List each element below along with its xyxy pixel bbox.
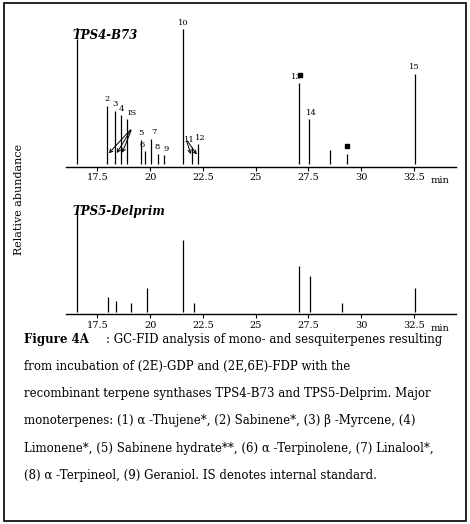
Text: 6: 6 xyxy=(140,140,145,148)
Text: IS: IS xyxy=(127,108,136,117)
Text: 15: 15 xyxy=(409,63,420,71)
Text: 5: 5 xyxy=(138,129,143,137)
Text: recombinant terpene synthases TPS4-B73 and TPS5-Delprim. Major: recombinant terpene synthases TPS4-B73 a… xyxy=(24,387,430,400)
Text: Relative abundance: Relative abundance xyxy=(14,144,24,255)
Text: from incubation of (2E)-GDP and (2E,6E)-FDP with the: from incubation of (2E)-GDP and (2E,6E)-… xyxy=(24,360,350,373)
Text: min: min xyxy=(431,176,450,185)
Text: monoterpenes: (1) α -Thujene*, (2) Sabinene*, (3) β -Myrcene, (4): monoterpenes: (1) α -Thujene*, (2) Sabin… xyxy=(24,414,415,428)
Text: (8) α -Terpineol, (9) Geraniol. IS denotes internal standard.: (8) α -Terpineol, (9) Geraniol. IS denot… xyxy=(24,469,376,482)
Text: 12: 12 xyxy=(196,134,206,141)
Text: 14: 14 xyxy=(306,108,317,117)
Text: TPS4-B73: TPS4-B73 xyxy=(72,29,137,42)
Text: 8: 8 xyxy=(155,143,160,151)
Text: 7: 7 xyxy=(151,128,157,136)
Text: 1: 1 xyxy=(75,28,80,36)
Text: 2: 2 xyxy=(104,95,110,103)
Text: 11: 11 xyxy=(184,136,195,144)
Text: 10: 10 xyxy=(178,19,188,27)
Text: 4: 4 xyxy=(118,104,124,113)
Text: TPS5-Delprim: TPS5-Delprim xyxy=(72,205,165,217)
Text: : GC-FID analysis of mono- and sesquiterpenes resulting: : GC-FID analysis of mono- and sesquiter… xyxy=(106,333,442,346)
Text: min: min xyxy=(431,324,450,333)
Text: Figure 4A: Figure 4A xyxy=(24,333,88,346)
Text: 3: 3 xyxy=(113,101,118,108)
Text: 9: 9 xyxy=(164,145,169,152)
Text: 13: 13 xyxy=(291,73,302,81)
Text: Limonene*, (5) Sabinene hydrate**, (6) α -Terpinolene, (7) Linalool*,: Limonene*, (5) Sabinene hydrate**, (6) α… xyxy=(24,442,433,455)
